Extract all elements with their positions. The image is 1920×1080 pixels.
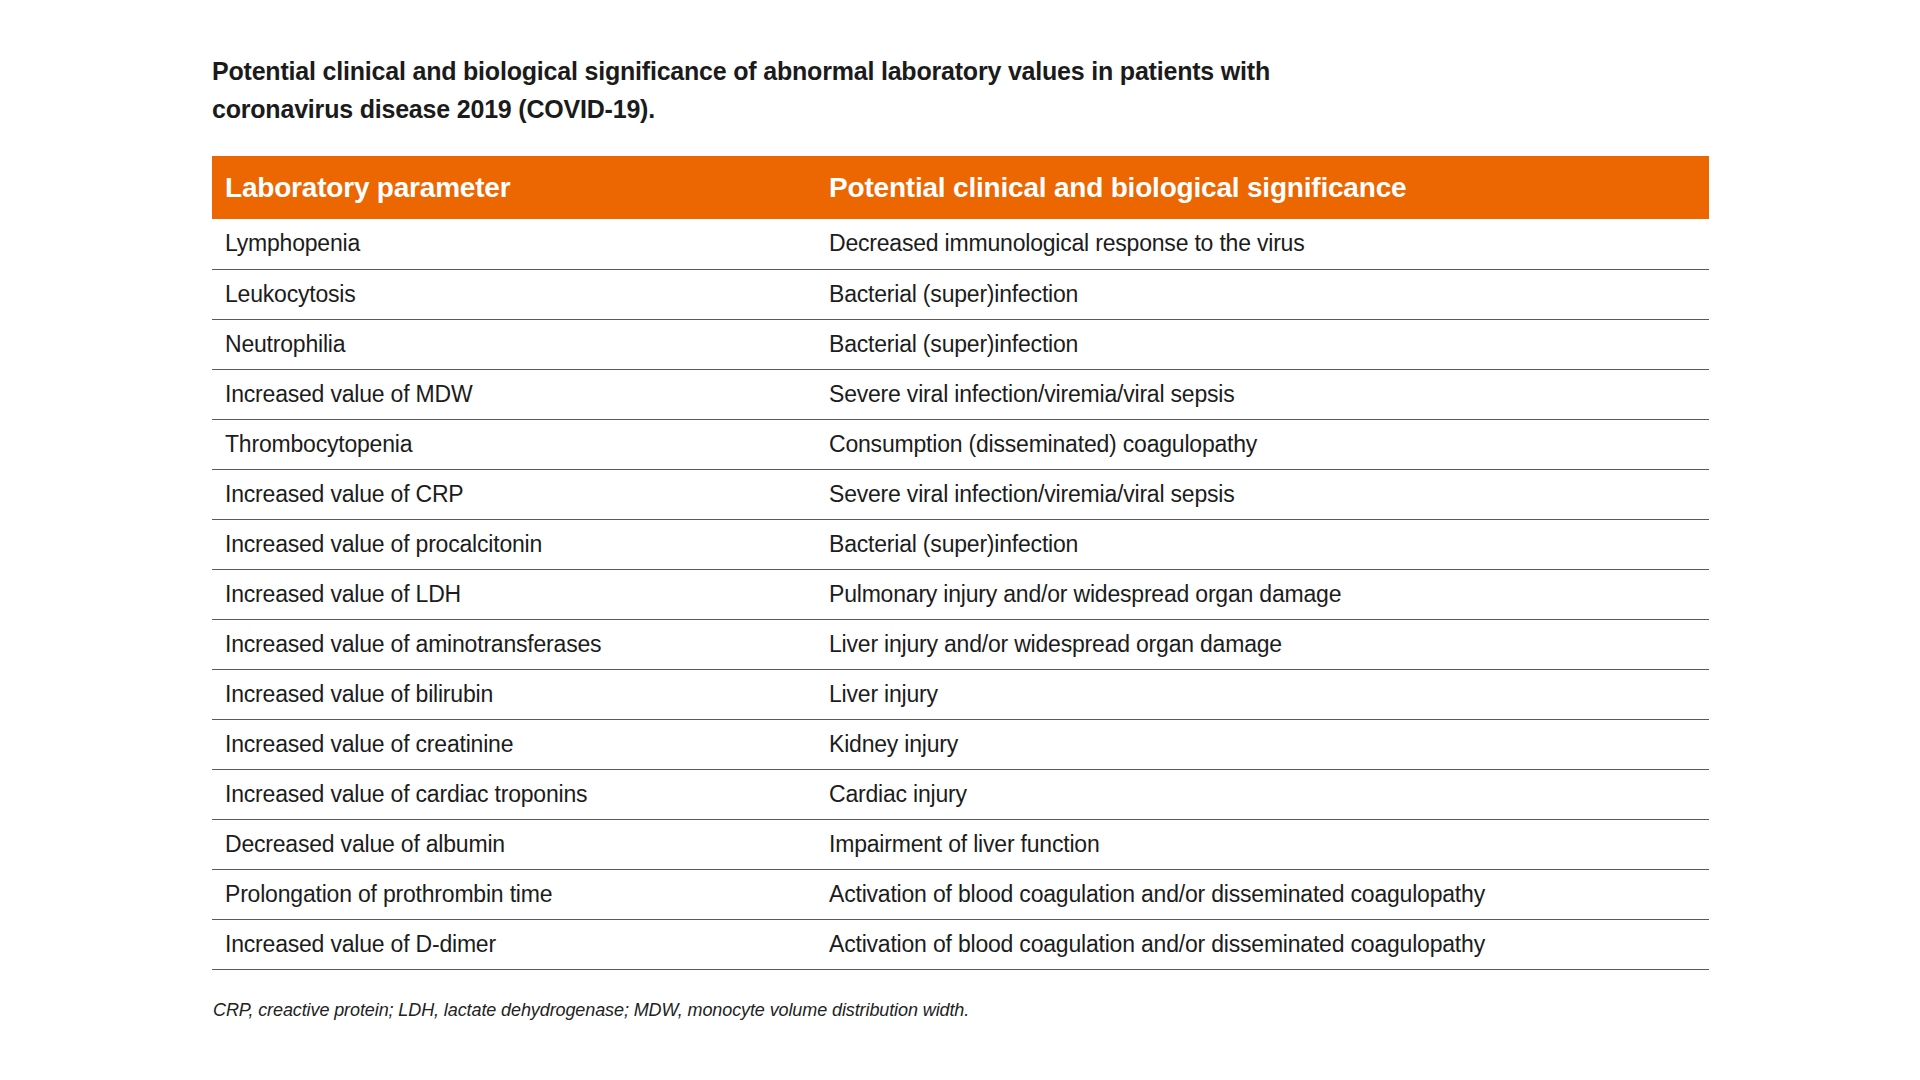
- parameter-cell: Increased value of D-dimer: [212, 919, 816, 969]
- page-title-line-2: coronavirus disease 2019 (COVID-19).: [212, 90, 1512, 128]
- significance-cell: Decreased immunological response to the …: [816, 219, 1709, 269]
- table-row: ThrombocytopeniaConsumption (disseminate…: [212, 419, 1709, 469]
- significance-cell: Liver injury and/or widespread organ dam…: [816, 619, 1709, 669]
- parameter-cell: Decreased value of albumin: [212, 819, 816, 869]
- parameter-cell: Neutrophilia: [212, 319, 816, 369]
- parameter-cell: Increased value of creatinine: [212, 719, 816, 769]
- significance-cell: Bacterial (super)infection: [816, 319, 1709, 369]
- parameter-cell: Increased value of LDH: [212, 569, 816, 619]
- parameter-cell: Lymphopenia: [212, 219, 816, 269]
- table-header: Laboratory parameter Potential clinical …: [212, 156, 1709, 219]
- significance-cell: Liver injury: [816, 669, 1709, 719]
- parameter-cell: Increased value of CRP: [212, 469, 816, 519]
- significance-cell: Activation of blood coagulation and/or d…: [816, 869, 1709, 919]
- table-row: Increased value of bilirubinLiver injury: [212, 669, 1709, 719]
- parameter-cell: Increased value of procalcitonin: [212, 519, 816, 569]
- page-title-line-1: Potential clinical and biological signif…: [212, 52, 1512, 90]
- significance-cell: Severe viral infection/viremia/viral sep…: [816, 469, 1709, 519]
- table-row: Increased value of LDHPulmonary injury a…: [212, 569, 1709, 619]
- table-row: Prolongation of prothrombin timeActivati…: [212, 869, 1709, 919]
- table-row: Increased value of procalcitoninBacteria…: [212, 519, 1709, 569]
- significance-cell: Pulmonary injury and/or widespread organ…: [816, 569, 1709, 619]
- lab-values-table: Laboratory parameter Potential clinical …: [212, 156, 1709, 970]
- significance-cell: Impairment of liver function: [816, 819, 1709, 869]
- column-header-significance: Potential clinical and biological signif…: [816, 156, 1709, 219]
- significance-cell: Consumption (disseminated) coagulopathy: [816, 419, 1709, 469]
- significance-cell: Bacterial (super)infection: [816, 519, 1709, 569]
- parameter-cell: Prolongation of prothrombin time: [212, 869, 816, 919]
- parameter-cell: Increased value of cardiac troponins: [212, 769, 816, 819]
- significance-cell: Bacterial (super)infection: [816, 269, 1709, 319]
- table-header-row: Laboratory parameter Potential clinical …: [212, 156, 1709, 219]
- parameter-cell: Thrombocytopenia: [212, 419, 816, 469]
- significance-cell: Severe viral infection/viremia/viral sep…: [816, 369, 1709, 419]
- column-header-laboratory-parameter: Laboratory parameter: [212, 156, 816, 219]
- table-row: Increased value of MDWSevere viral infec…: [212, 369, 1709, 419]
- table-row: Increased value of D-dimerActivation of …: [212, 919, 1709, 969]
- significance-cell: Cardiac injury: [816, 769, 1709, 819]
- table-row: Increased value of CRPSevere viral infec…: [212, 469, 1709, 519]
- parameter-cell: Increased value of MDW: [212, 369, 816, 419]
- parameter-cell: Leukocytosis: [212, 269, 816, 319]
- table-row: Decreased value of albuminImpairment of …: [212, 819, 1709, 869]
- parameter-cell: Increased value of bilirubin: [212, 669, 816, 719]
- table-row: Increased value of aminotransferasesLive…: [212, 619, 1709, 669]
- abbreviations-footnote: CRP, creactive protein; LDH, lactate deh…: [213, 1000, 1613, 1021]
- parameter-cell: Increased value of aminotransferases: [212, 619, 816, 669]
- table-row: Increased value of creatinineKidney inju…: [212, 719, 1709, 769]
- significance-cell: Kidney injury: [816, 719, 1709, 769]
- table-row: LymphopeniaDecreased immunological respo…: [212, 219, 1709, 269]
- table-row: NeutrophiliaBacterial (super)infection: [212, 319, 1709, 369]
- page: Potential clinical and biological signif…: [0, 0, 1920, 1080]
- significance-cell: Activation of blood coagulation and/or d…: [816, 919, 1709, 969]
- table-row: Increased value of cardiac troponinsCard…: [212, 769, 1709, 819]
- table-body: LymphopeniaDecreased immunological respo…: [212, 219, 1709, 969]
- table-row: LeukocytosisBacterial (super)infection: [212, 269, 1709, 319]
- page-title: Potential clinical and biological signif…: [212, 52, 1512, 128]
